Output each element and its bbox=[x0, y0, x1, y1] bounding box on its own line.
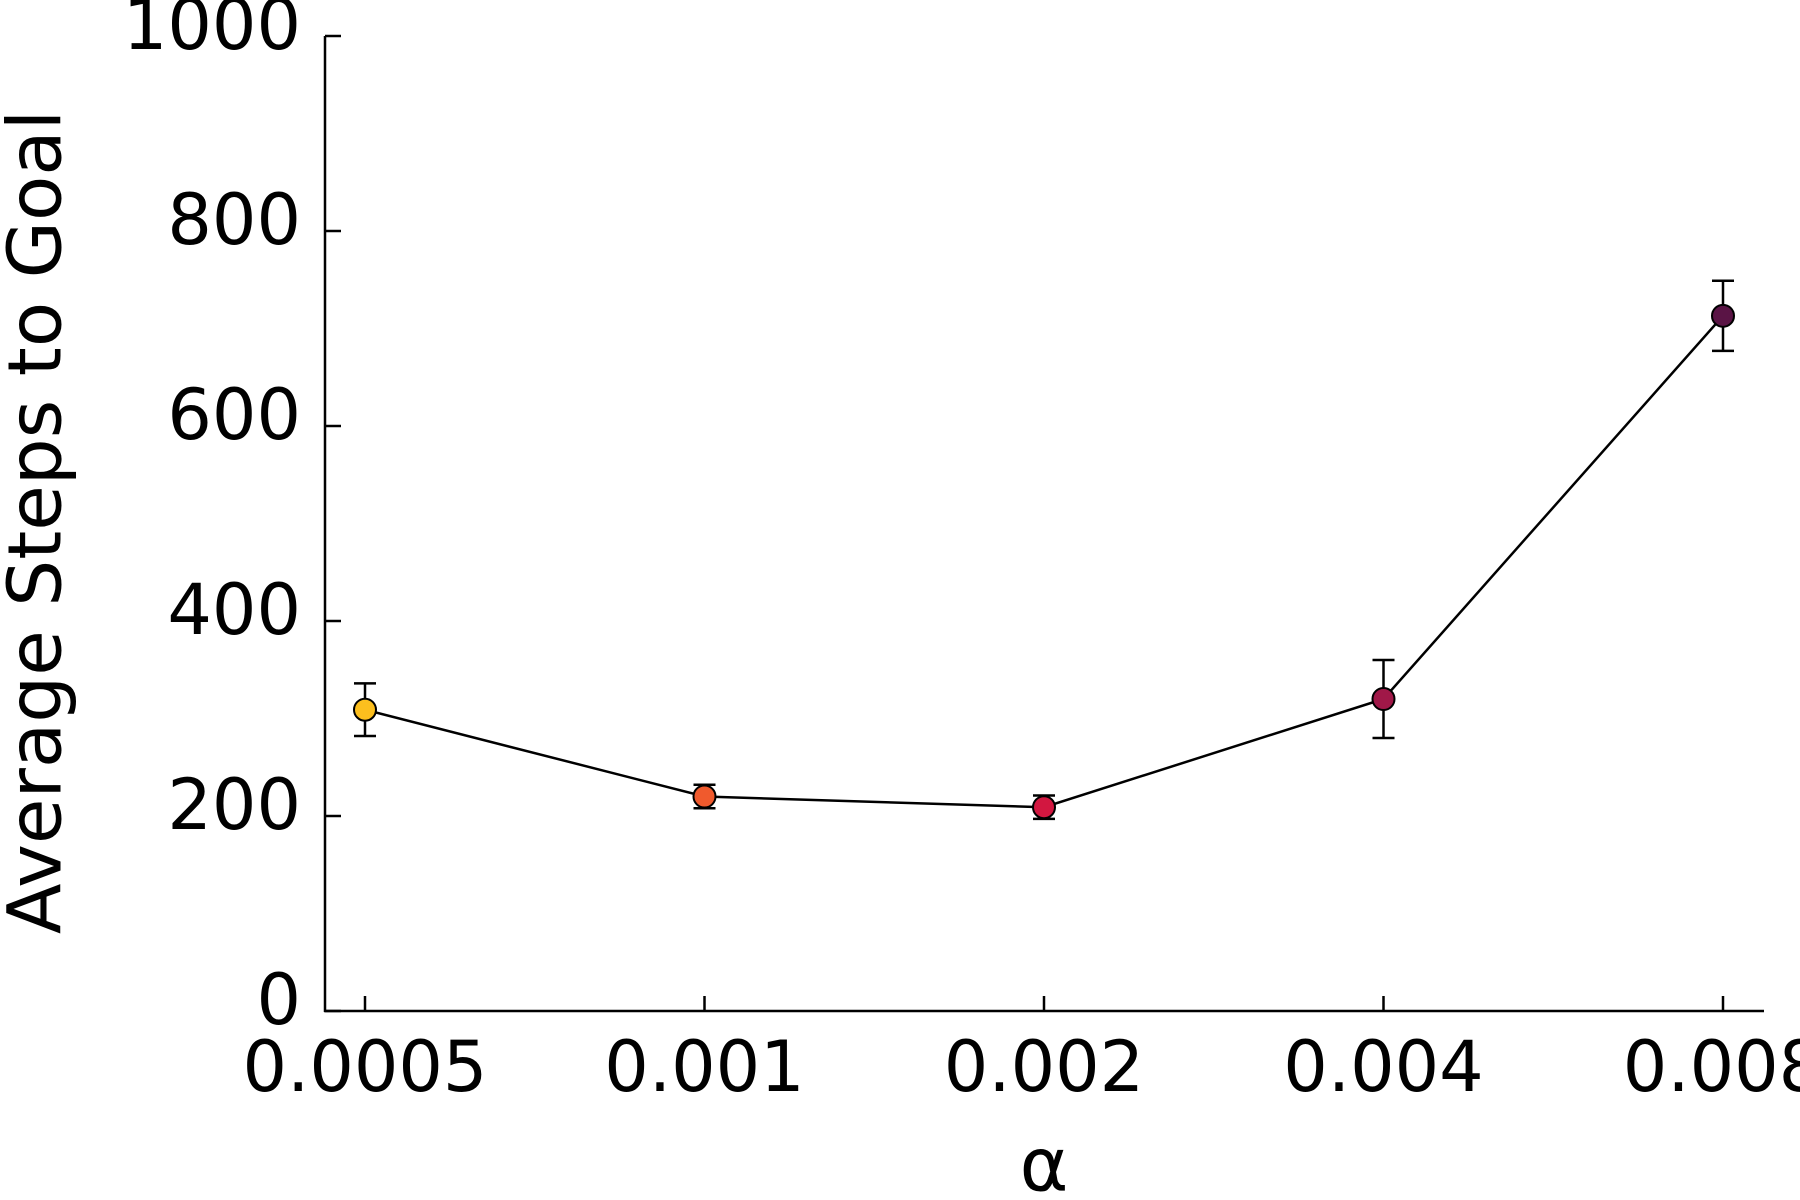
y-tick-label: 600 bbox=[167, 374, 301, 456]
point bbox=[353, 697, 377, 722]
x-tick-label: 0.004 bbox=[1283, 1026, 1483, 1108]
x-tick-label: 0.001 bbox=[604, 1026, 804, 1108]
x-axis-label: α bbox=[1020, 1123, 1069, 1200]
point bbox=[1371, 687, 1396, 711]
x-tick-label: 0.008 bbox=[1623, 1026, 1800, 1108]
line bbox=[364, 314, 1724, 809]
point bbox=[1032, 795, 1056, 820]
y-tick-label: 200 bbox=[167, 764, 301, 846]
y-axis-label: Average Steps to Goal bbox=[0, 110, 79, 934]
y-tick-label: 1000 bbox=[123, 0, 301, 66]
point bbox=[692, 784, 717, 809]
y-tick-label: 800 bbox=[167, 179, 301, 261]
y-tick-label: 0 bbox=[256, 959, 301, 1041]
x-tick-label: 0.002 bbox=[944, 1026, 1144, 1108]
x-tick-label: 0.0005 bbox=[243, 1026, 488, 1108]
point bbox=[1711, 303, 1735, 328]
y-tick-label: 400 bbox=[167, 569, 301, 651]
